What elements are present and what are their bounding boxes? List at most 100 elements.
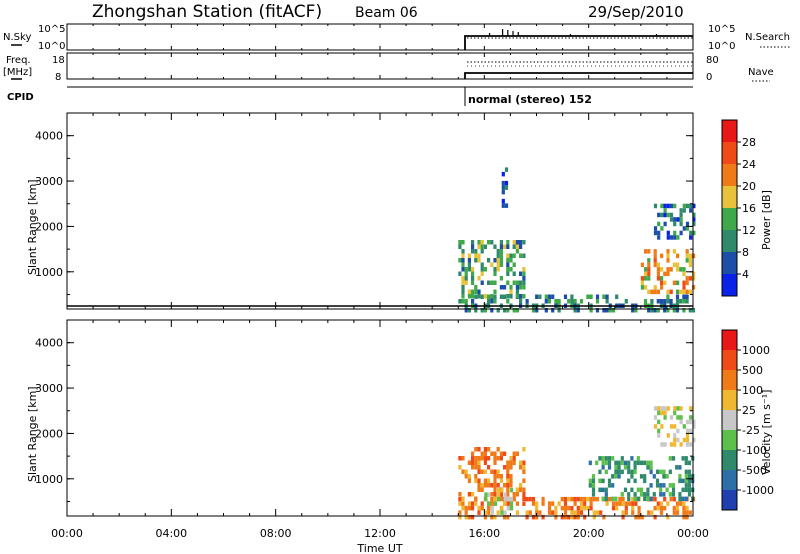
heatmap-cell [656,267,660,272]
heatmap-cell [605,308,609,313]
colorbar-tick-label: 500 [742,364,763,377]
nave-label: Nave [748,67,774,78]
heatmap-cell [471,505,475,511]
heatmap-cell [647,276,651,281]
heatmap-cell [490,451,494,456]
heatmap-cell [662,469,666,475]
heatmap-cell [579,496,584,502]
heatmap-cell [627,496,631,502]
heatmap-cell [506,308,510,313]
time-tick-label: 04:00 [155,527,187,540]
heatmap-cell [490,496,494,502]
heatmap-cell [509,483,513,488]
heatmap-cell [663,308,667,313]
heatmap-cell [627,465,631,470]
heatmap-cell [688,253,692,259]
velocity-panel: 4000 3000 2000 1000 Slant Range [km] [26,319,696,520]
heatmap-cell [509,253,513,258]
heatmap-cell [678,474,682,479]
power-cbar-label: Power [dB] [760,190,773,250]
heatmap-cell [666,253,670,259]
heatmap-cell [669,212,674,218]
heatmap-cell [519,294,523,299]
heatmap-cell [614,460,618,466]
heatmap-cell [487,294,491,299]
heatmap-cell [611,308,616,313]
heatmap-cell [490,280,494,285]
heatmap-cell [509,501,514,506]
heatmap-cell [589,505,593,511]
heatmap-cell [464,514,468,520]
heatmap-cell [682,267,686,272]
heatmap-cell [640,514,644,520]
heatmap-cell [684,483,688,488]
heatmap-cell [458,258,462,263]
heatmap-cell [672,496,676,502]
heatmap-cell [458,456,462,461]
heatmap-cell [467,460,471,465]
heatmap-cell [684,460,688,466]
heatmap-cell [679,208,683,213]
heatmap-cell [672,505,676,511]
heatmap-cell [679,217,683,222]
heatmap-cell [519,271,523,276]
heatmap-cell [682,289,686,295]
heatmap-cell [692,230,696,236]
heatmap-cell [617,460,621,466]
heatmap-cell [662,483,666,488]
heatmap-cell [464,299,468,304]
colorbar-swatch [722,274,737,296]
heatmap-cell [663,442,667,447]
heatmap-cell [557,299,561,304]
heatmap-cell [649,469,653,475]
heatmap-cell [634,308,638,313]
heatmap-cell [589,294,593,299]
heatmap-cell [637,510,641,515]
heatmap-cell [477,456,481,461]
heatmap-cell [617,474,621,479]
heatmap-cell [659,299,664,304]
heatmap-cell [461,505,465,511]
heatmap-cell [692,285,696,290]
heatmap-cell [474,465,478,470]
heatmap-cell [675,308,680,313]
heatmap-cell [679,267,683,272]
heatmap-cell [504,203,509,208]
heatmap-cell [647,271,651,277]
heatmap-cell [666,258,670,263]
heatmap-cell [657,419,661,425]
heatmap-cell [652,474,656,479]
heatmap-cell [503,496,507,502]
heatmap-cell [657,221,661,227]
range-tick-label: 2000 [35,427,63,440]
colorbar-swatch [722,450,737,470]
heatmap-cell [557,501,561,506]
heatmap-cell [464,267,468,272]
heatmap-cell [490,514,494,520]
heatmap-cell [554,510,558,515]
colorbar-swatch [722,430,737,450]
heatmap-cell [682,203,686,209]
heatmap-cell [541,496,545,502]
heatmap-cell [487,510,491,515]
heatmap-cell [682,308,686,313]
nsky-label: N.Sky [3,32,31,43]
nave-tick-bottom: 0 [706,72,712,83]
velocity-colorbar: 1000 500 100 25 -25 -100 -500 -1000 [721,329,774,511]
heatmap-cell [682,271,686,277]
heatmap-cell [669,235,674,240]
heatmap-cell [627,478,631,484]
heatmap-cell [650,510,654,515]
heatmap-cell [623,465,628,470]
heatmap-cell [535,294,539,299]
heatmap-cell [541,501,545,506]
heatmap-cell [692,221,696,227]
heatmap-cell [599,510,603,515]
heatmap-cell [624,505,628,511]
heatmap-cell [544,299,548,304]
heatmap-cell [490,308,494,313]
heatmap-cell [509,474,513,479]
heatmap-cell [560,496,564,502]
heatmap-cell [515,280,519,285]
heatmap-cell [586,294,590,299]
